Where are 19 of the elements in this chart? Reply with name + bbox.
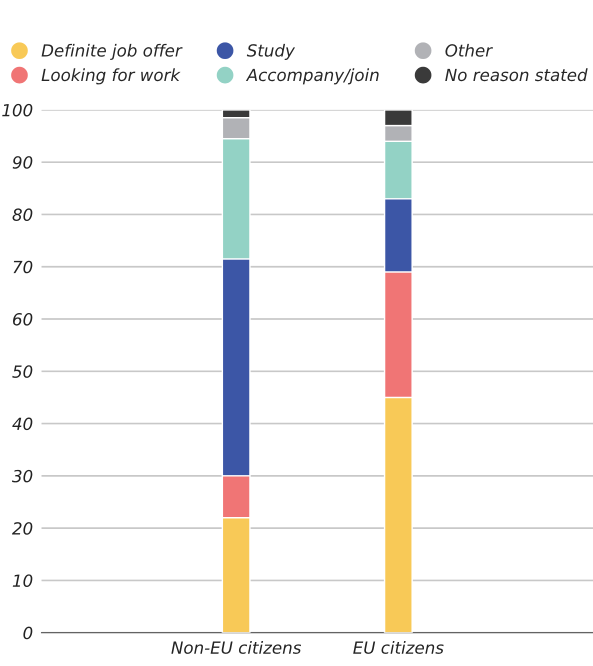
legend-label: Other (445, 44, 493, 57)
y-tick-label: 100 (2, 104, 32, 116)
legend-label: Study (246, 44, 296, 60)
y-tick-label: 90 (12, 156, 32, 169)
x-tick-label: Non-EU citizens (171, 641, 302, 654)
x-tick-label: EU citizens (353, 641, 444, 654)
y-tick-label: 10 (12, 574, 32, 587)
y-tick-label: 30 (12, 470, 32, 482)
y-tick-label: 60 (13, 312, 32, 326)
y-tick-label: 70 (14, 260, 32, 274)
legend-label: Accompany/join (246, 68, 379, 84)
legend-label: No reason stated (445, 68, 588, 82)
y-tick-label: 80 (12, 208, 32, 222)
legend-label: Definite job offer (42, 44, 183, 60)
y-tick-label: 50 (12, 365, 32, 378)
y-tick-label: 40 (12, 418, 32, 430)
legend-label: Looking for work (42, 68, 181, 84)
y-tick-label: 20 (12, 522, 32, 535)
y-tick-label: 0 (23, 626, 32, 640)
